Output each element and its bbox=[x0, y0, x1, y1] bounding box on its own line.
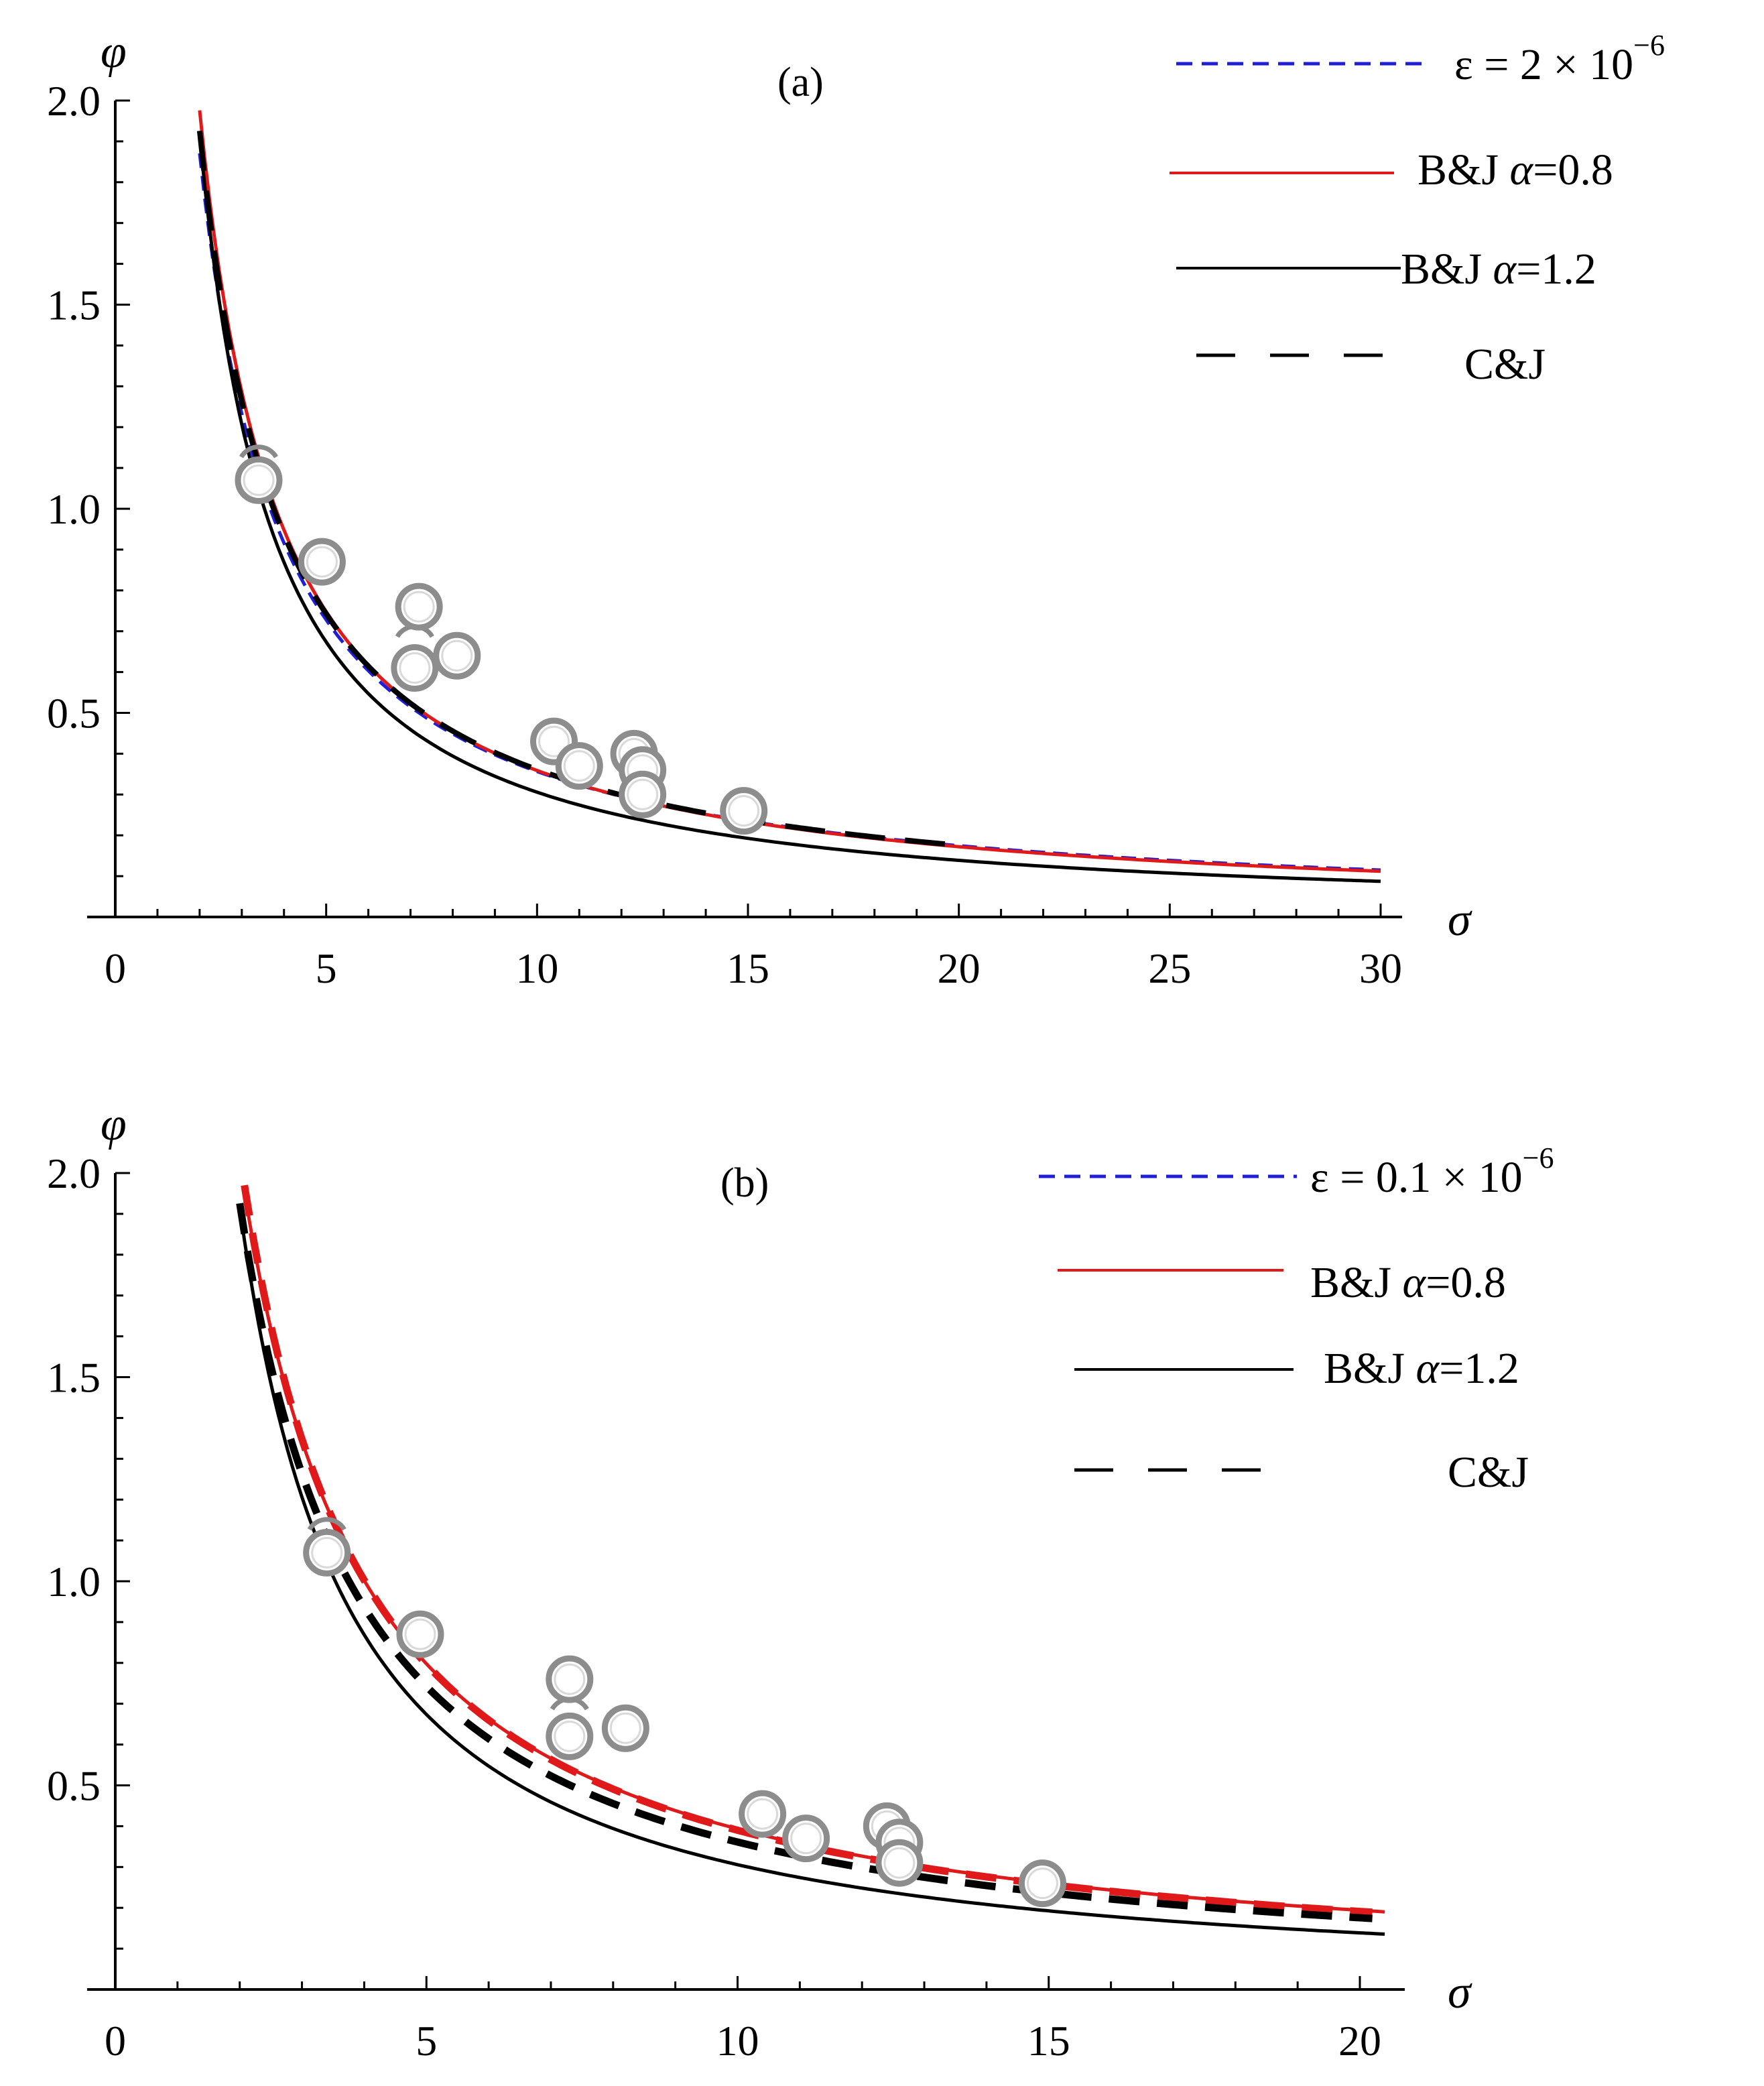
legend-label-bj-12: B&J α=1.2 bbox=[1401, 245, 1596, 294]
curves bbox=[196, 110, 1381, 883]
legend-label-bj-12: B&J α=1.2 bbox=[1324, 1344, 1519, 1393]
y-tick-label: 1.5 bbox=[47, 1354, 101, 1402]
data-point-highlight bbox=[609, 1712, 641, 1744]
x-tick-label: 25 bbox=[1148, 944, 1191, 992]
y-tick-label: 1.5 bbox=[47, 282, 101, 329]
panel-label-a: (a) bbox=[777, 60, 824, 105]
curve-2 bbox=[198, 135, 1381, 883]
data-point-highlight bbox=[311, 1536, 343, 1569]
y-axis-label: φ bbox=[101, 26, 127, 78]
x-tick-label: 5 bbox=[316, 944, 337, 992]
curve-2 bbox=[238, 1207, 1385, 1936]
curve-0 bbox=[198, 153, 1381, 872]
x-tick-label: 20 bbox=[938, 944, 981, 992]
legend-label-bj-08: B&J α=0.8 bbox=[1418, 145, 1613, 194]
data-point-ghost bbox=[307, 1517, 346, 1531]
data-point-highlight bbox=[403, 591, 435, 623]
x-tick-label: 20 bbox=[1338, 2017, 1381, 2065]
x-tick-label: 15 bbox=[727, 944, 769, 992]
x-tick-label: 10 bbox=[515, 944, 558, 992]
experimental-points bbox=[235, 444, 768, 835]
curve-3 bbox=[236, 1203, 1373, 1922]
y-tick-label: 1.0 bbox=[47, 1558, 101, 1605]
data-point-highlight bbox=[441, 639, 473, 672]
x-tick-label: 15 bbox=[1027, 2017, 1070, 2065]
experimental-points bbox=[303, 1517, 1066, 1908]
ticks bbox=[114, 99, 1382, 917]
data-point-highlight bbox=[554, 1663, 586, 1695]
x-tick-label: 5 bbox=[416, 2017, 437, 2065]
y-tick-label: 2.0 bbox=[47, 77, 101, 125]
ticks bbox=[114, 1172, 1361, 1989]
curve-1 bbox=[198, 110, 1381, 873]
panel-label-b: (b) bbox=[720, 1160, 769, 1206]
data-point-highlight bbox=[243, 464, 275, 496]
curve-1 bbox=[243, 1190, 1385, 1914]
legend: ε = 2 × 10−6 B&J α=0.8 B&J α=1.2 C&J bbox=[1170, 29, 1665, 389]
data-point-highlight bbox=[306, 546, 338, 578]
data-point-highlight bbox=[399, 652, 431, 684]
axes bbox=[87, 1172, 1405, 1991]
y-tick-label: 0.5 bbox=[47, 690, 101, 737]
y-axis-label: φ bbox=[101, 1099, 127, 1150]
legend-label-bj-08: B&J α=0.8 bbox=[1310, 1258, 1506, 1307]
data-point-highlight bbox=[554, 1720, 586, 1752]
x-tick-label: 0 bbox=[105, 2017, 126, 2065]
curve-3 bbox=[196, 130, 960, 848]
x-axis-label: σ bbox=[1448, 894, 1472, 946]
legend-label-cj: C&J bbox=[1464, 340, 1546, 389]
data-point-ghost bbox=[239, 444, 279, 458]
x-tick-label: 10 bbox=[716, 2017, 759, 2065]
y-tick-label: 1.0 bbox=[47, 485, 101, 533]
panel-a: 0 5 10 15 20 25 30 0.5 1.0 1.5 2.0 φ σ (a) ε = 2 ×… bbox=[47, 26, 1665, 992]
legend: ε = 0.1 × 10−6 B&J α=0.8 B&J α=1.2 C&J bbox=[1039, 1142, 1554, 1497]
tick-labels: 0 5 10 15 20 0.5 1.0 1.5 2.0 bbox=[47, 1150, 1381, 2065]
y-tick-label: 2.0 bbox=[47, 1150, 101, 1197]
data-point-highlight bbox=[563, 750, 595, 782]
x-tick-label: 30 bbox=[1359, 944, 1402, 992]
data-point-highlight bbox=[404, 1618, 436, 1650]
data-point-highlight bbox=[728, 795, 760, 827]
legend-label-cj: C&J bbox=[1448, 1448, 1529, 1497]
y-tick-label: 0.5 bbox=[47, 1762, 101, 1810]
legend-label-epsilon: ε = 2 × 10−6 bbox=[1454, 29, 1665, 89]
data-point-highlight bbox=[1026, 1867, 1058, 1900]
tick-labels: 0 5 10 15 20 25 30 0.5 1.0 1.5 2.0 bbox=[47, 77, 1402, 992]
panel-b: 0 5 10 15 20 0.5 1.0 1.5 2.0 φ σ (b) ε = 0.1 × 1… bbox=[47, 1099, 1554, 2065]
x-axis-label: σ bbox=[1448, 1967, 1472, 2018]
data-point-highlight bbox=[627, 778, 659, 810]
axes bbox=[87, 99, 1402, 918]
curve-0 bbox=[241, 1184, 1373, 1916]
data-point-highlight bbox=[538, 725, 570, 757]
legend-label-epsilon: ε = 0.1 × 10−6 bbox=[1310, 1142, 1554, 1202]
data-point-highlight bbox=[747, 1798, 779, 1830]
data-point-highlight bbox=[790, 1823, 822, 1855]
data-point-highlight bbox=[883, 1847, 916, 1879]
x-tick-label: 0 bbox=[105, 944, 126, 992]
